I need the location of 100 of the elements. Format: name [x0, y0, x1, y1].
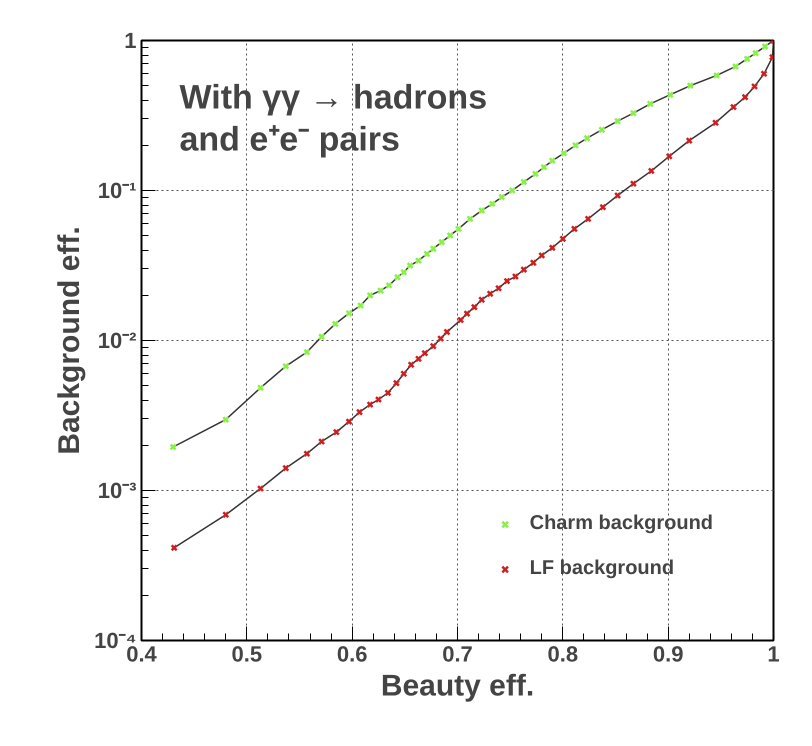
point — [332, 428, 340, 436]
point — [456, 316, 464, 324]
y-axis-title: Background eff. — [53, 226, 86, 455]
point — [356, 408, 364, 416]
point — [406, 262, 414, 270]
point — [730, 103, 738, 111]
point — [430, 245, 437, 252]
point — [712, 119, 720, 126]
point — [356, 302, 364, 310]
point — [256, 484, 264, 492]
point — [303, 348, 311, 356]
point — [494, 284, 502, 292]
point — [486, 290, 494, 298]
point — [478, 206, 486, 214]
point — [318, 332, 326, 340]
point — [374, 396, 382, 404]
point — [559, 235, 567, 243]
point — [512, 272, 520, 280]
point — [760, 70, 768, 78]
point — [598, 126, 606, 134]
point — [282, 464, 290, 472]
point — [430, 342, 437, 350]
point — [303, 450, 311, 458]
x-tick-label: 0.9 — [652, 642, 684, 666]
y-tick-label: 10⁻² — [98, 328, 136, 353]
point — [741, 93, 749, 101]
point — [560, 150, 568, 158]
point — [761, 42, 769, 50]
point — [414, 355, 422, 363]
point — [222, 416, 230, 424]
point — [478, 296, 486, 304]
x-tick-label: 1 — [767, 642, 780, 666]
point — [443, 328, 451, 336]
point — [345, 310, 353, 317]
point — [436, 334, 444, 342]
legend-label: LF background — [530, 557, 674, 580]
point — [503, 277, 511, 285]
point — [712, 72, 720, 80]
point — [423, 250, 431, 258]
point — [466, 215, 474, 223]
point — [256, 384, 264, 392]
x-tick-label: 0.7 — [442, 642, 473, 666]
point — [666, 91, 674, 98]
point — [520, 178, 528, 186]
point — [394, 274, 402, 281]
x-tick-label: 0.5 — [232, 642, 262, 666]
point — [583, 134, 591, 142]
point — [750, 82, 758, 90]
point — [630, 180, 638, 188]
point — [222, 511, 230, 518]
point — [282, 362, 290, 370]
point — [400, 268, 408, 276]
point — [318, 438, 326, 446]
point — [548, 244, 556, 252]
point — [572, 142, 580, 150]
point — [548, 156, 556, 164]
y-tick-label: 10⁻¹ — [98, 178, 136, 203]
y-tick-label: 10⁻³ — [98, 478, 136, 503]
point — [630, 109, 638, 117]
point — [454, 225, 462, 233]
point — [169, 443, 177, 451]
point — [421, 349, 429, 357]
point — [570, 225, 578, 233]
point — [752, 49, 760, 57]
point — [392, 379, 400, 387]
point — [599, 203, 607, 211]
point — [470, 303, 478, 311]
point — [743, 55, 751, 63]
point — [366, 400, 374, 408]
point — [345, 418, 353, 426]
y-tick-label: 1 — [124, 28, 137, 53]
x-tick-label: 0.6 — [336, 642, 368, 666]
point — [463, 310, 471, 318]
point — [384, 389, 392, 397]
x-axis-title: Beauty eff. — [380, 670, 534, 702]
point — [488, 200, 496, 208]
point — [400, 370, 408, 378]
x-tick-label: 0.8 — [548, 642, 578, 666]
point — [520, 266, 528, 274]
point — [170, 544, 178, 552]
point — [614, 192, 622, 200]
point — [540, 163, 548, 171]
point — [376, 286, 384, 294]
point — [648, 167, 656, 175]
point — [665, 152, 673, 160]
point — [530, 259, 538, 266]
point — [584, 215, 592, 223]
point — [614, 117, 622, 125]
point — [646, 100, 654, 108]
point — [438, 238, 446, 246]
point — [532, 170, 540, 178]
point — [407, 361, 415, 368]
point — [446, 232, 454, 240]
point — [366, 292, 374, 300]
point — [332, 320, 340, 328]
point — [508, 186, 516, 194]
point — [385, 282, 393, 290]
point — [686, 82, 694, 90]
point — [732, 62, 740, 70]
legend-label: Charm background — [530, 512, 713, 535]
